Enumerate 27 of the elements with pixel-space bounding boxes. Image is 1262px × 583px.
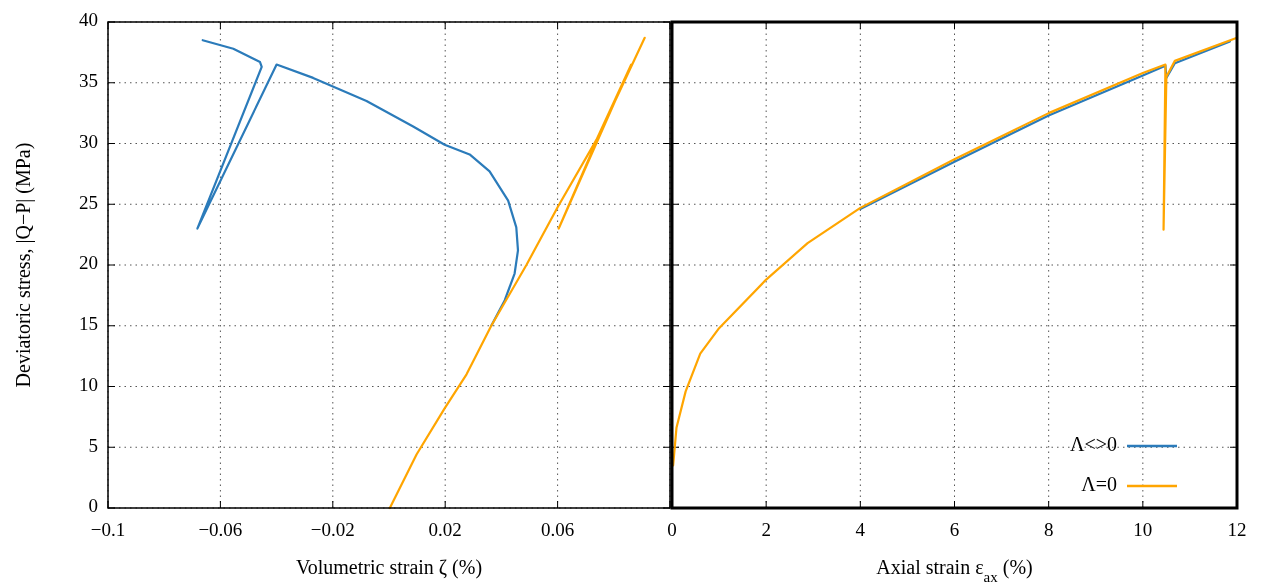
y-tick-label: 35 (79, 70, 98, 92)
x-tick-label: 2 (761, 519, 771, 540)
x-tick-label: 10 (1133, 519, 1153, 540)
y-tick-label: 5 (88, 434, 98, 456)
y-tick-label: 40 (79, 9, 98, 31)
y-tick-label: 20 (79, 252, 98, 274)
x-tick-label: −0.06 (198, 519, 243, 540)
x-tick-label: 12 (1227, 519, 1247, 540)
y-tick-label: 15 (79, 313, 98, 335)
y-tick-label: 0 (88, 495, 98, 517)
y-tick-label: 10 (79, 373, 98, 395)
y-axis-title: Deviatoric stress, |Q−P| (MPa) (12, 142, 35, 388)
x-tick-label: 4 (855, 519, 866, 540)
x-axis-title: Axial strain ε$_{ax}$ (%) (876, 556, 1033, 583)
y-tick-label: 30 (79, 130, 98, 152)
x-tick-label: −0.02 (310, 519, 355, 540)
x-tick-label: −0.1 (90, 519, 126, 540)
x-axis-title: Volumetric strain ζ (%) (295, 556, 483, 579)
x-tick-label: 0.02 (428, 519, 462, 540)
x-tick-label: 0.06 (540, 519, 575, 540)
legend-label: Λ=0 (1081, 472, 1117, 495)
x-tick-label: 6 (949, 519, 960, 540)
y-tick-label: 25 (79, 191, 98, 213)
line-series (388, 36, 646, 510)
x-tick-label: 8 (1043, 519, 1054, 540)
legend-label: Λ<>0 (1069, 432, 1117, 455)
x-tick-label: 0 (667, 519, 677, 540)
